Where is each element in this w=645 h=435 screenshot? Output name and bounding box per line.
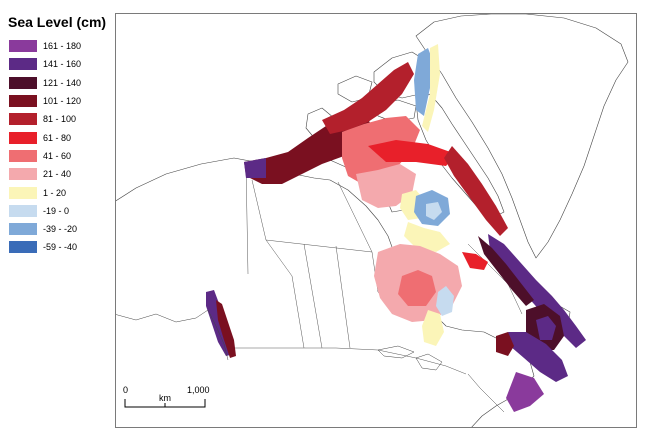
map-legend: Sea Level (cm) 161 - 180 141 - 160 121 - 1…: [6, 14, 110, 257]
legend-swatch: [9, 186, 37, 199]
legend-swatch: [9, 76, 37, 89]
yukon-nwt-border: [251, 179, 267, 241]
legend-swatch: [9, 40, 37, 53]
legend-row: 81 - 100: [6, 110, 110, 128]
legend-row: 101 - 120: [6, 92, 110, 110]
coastline-details: [116, 309, 505, 413]
nova-scotia-shelf: [508, 332, 568, 382]
legend-label: 101 - 120: [43, 96, 82, 107]
alaska-yukon-border: [245, 163, 249, 275]
greenland-outline: [415, 14, 629, 259]
legend-swatch: [9, 95, 37, 108]
arctic-islands-band: [322, 62, 414, 134]
legend-label: 41 - 60: [43, 150, 72, 161]
james-bay-fringe: [422, 310, 444, 346]
hudson-bay-uplift-core: [426, 202, 442, 220]
saskatchewan-manitoba-border: [335, 245, 351, 349]
legend-label: -59 - -40: [43, 242, 78, 253]
legend-swatch: [9, 168, 37, 181]
nares-strait-uplift: [414, 48, 434, 116]
parry-channel-band: [368, 140, 456, 166]
hudson-strait-band: [462, 252, 488, 270]
hudson-bay-north-fringe: [404, 222, 450, 252]
bc-coast-line: [207, 309, 229, 361]
sea-level-overlay: [206, 44, 586, 412]
us-east-coast-line: [467, 373, 505, 413]
legend-swatch: [9, 149, 37, 162]
legend-row: 1 - 20: [6, 183, 110, 201]
legend-swatch: [9, 241, 37, 254]
legend-label: 1 - 20: [43, 187, 67, 198]
legend-row: 141 - 160: [6, 55, 110, 73]
legend-label: -19 - 0: [43, 205, 70, 216]
labrador-coast-inner: [478, 236, 534, 306]
legend-row: 61 - 80: [6, 128, 110, 146]
legend-label: 161 - 180: [43, 41, 82, 52]
legend-swatch: [9, 223, 37, 236]
pacific-coast-inner: [216, 300, 236, 358]
scale-start-label: 0: [123, 385, 129, 395]
legend-label: 61 - 80: [43, 132, 72, 143]
legend-swatch: [9, 131, 37, 144]
legend-row: 161 - 180: [6, 37, 110, 55]
scale-bar-graphic: [124, 399, 206, 408]
territories-south-border: [265, 239, 373, 253]
scale-bar: 0 km 1,000: [121, 377, 221, 417]
newfoundland-band-inner: [536, 316, 556, 340]
baffin-bay-east-band: [444, 146, 508, 236]
hudson-bay-center: [398, 270, 436, 306]
scale-unit-label: km: [159, 393, 171, 403]
boundary-lines: [226, 163, 523, 375]
canada-us-border: [226, 347, 467, 375]
legend-label: 81 - 100: [43, 114, 77, 125]
gulf-of-maine-shelf: [506, 372, 544, 412]
legend-row: -39 - -20: [6, 220, 110, 238]
james-bay-uplift: [436, 286, 454, 316]
legend-label: -39 - -20: [43, 224, 78, 235]
map-frame: 0 km 1,000: [115, 13, 637, 428]
legend-label: 121 - 140: [43, 77, 82, 88]
nares-strait-margin: [422, 44, 440, 132]
central-arctic-shallows: [356, 164, 416, 208]
legend-row: 21 - 40: [6, 165, 110, 183]
legend-title: Sea Level (cm): [8, 14, 107, 30]
st-lawrence-gulf: [496, 332, 514, 356]
great-lakes-outline: [415, 353, 443, 371]
nunavut-border: [337, 181, 373, 253]
legend-row: 41 - 60: [6, 147, 110, 165]
alberta-saskatchewan-border: [303, 243, 323, 349]
labrador-coast-outer: [488, 234, 586, 348]
scale-end-label: 1,000: [187, 385, 210, 395]
map-canvas: [116, 14, 629, 427]
legend-swatch: [9, 113, 37, 126]
legend-row: -59 - -40: [6, 238, 110, 256]
lake-superior-outline: [377, 345, 415, 359]
bc-alberta-border: [265, 239, 305, 349]
alaska-coast-line: [116, 309, 209, 323]
legend-items: 161 - 180 141 - 160 121 - 140 101 - 120 81 -…: [6, 37, 110, 257]
legend-swatch: [9, 204, 37, 217]
legend-row: -19 - 0: [6, 202, 110, 220]
legend-row: 121 - 140: [6, 74, 110, 92]
alaska-north-slope-band: [244, 158, 266, 178]
legend-label: 21 - 40: [43, 169, 72, 180]
legend-label: 141 - 160: [43, 59, 82, 70]
legend-swatch: [9, 58, 37, 71]
